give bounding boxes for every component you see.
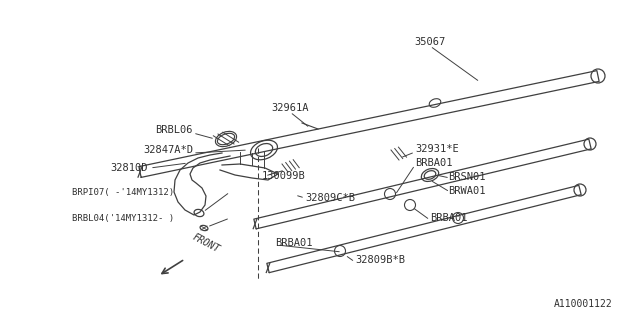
Text: 35067: 35067 (414, 37, 445, 47)
Text: BRBL06: BRBL06 (156, 125, 193, 135)
Text: BRWA01: BRWA01 (448, 186, 486, 196)
Text: BRBL04('14MY1312- ): BRBL04('14MY1312- ) (72, 213, 174, 222)
Text: BRBA01: BRBA01 (415, 158, 452, 168)
Text: BRBA01: BRBA01 (430, 213, 467, 223)
Text: 32931*E: 32931*E (415, 144, 459, 154)
Text: FRONT: FRONT (191, 232, 221, 255)
Text: 130099B: 130099B (262, 171, 306, 181)
Text: BRBA01: BRBA01 (275, 238, 312, 248)
Text: BRPI07( -'14MY1312): BRPI07( -'14MY1312) (72, 188, 174, 196)
Text: A110001122: A110001122 (554, 299, 613, 309)
Text: 32810D: 32810D (111, 163, 148, 173)
Text: 32809B*B: 32809B*B (355, 255, 405, 265)
Text: 32809C*B: 32809C*B (305, 193, 355, 203)
Text: BRSN01: BRSN01 (448, 172, 486, 182)
Text: 32847A*D: 32847A*D (143, 145, 193, 155)
Text: 32961A: 32961A (271, 103, 308, 113)
